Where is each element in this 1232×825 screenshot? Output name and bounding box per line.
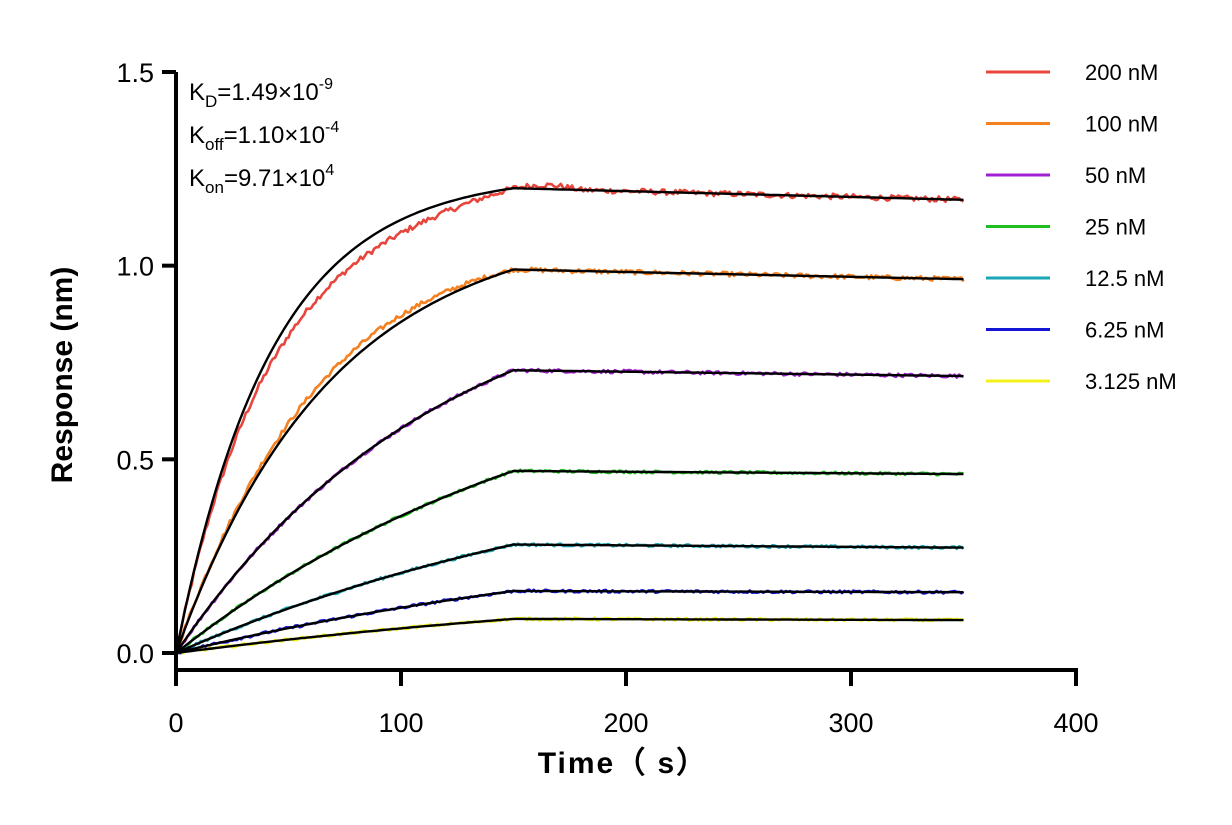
- fit-line: [175, 617, 964, 655]
- kinetic-constant: KD=1.49×10-9: [189, 76, 333, 111]
- kinetic-constant: Kon=9.71×104: [189, 162, 334, 197]
- fit-line: [175, 543, 964, 655]
- y-tick-label: 1.0: [116, 252, 154, 282]
- x-axis-title: Time（ s）: [538, 746, 709, 780]
- legend-label: 100 nM: [1085, 112, 1158, 137]
- fit-line: [175, 469, 964, 654]
- y-tick-label: 0.0: [116, 639, 154, 669]
- x-tick-label: 400: [1053, 708, 1098, 738]
- kinetic-constant: Koff=1.10×10-4: [189, 119, 339, 154]
- legend-label: 50 nM: [1085, 163, 1146, 188]
- legend-label: 3.125 nM: [1085, 369, 1177, 394]
- legend-label: 6.25 nM: [1085, 318, 1165, 343]
- y-tick-label: 1.5: [116, 58, 154, 88]
- series-layer: [174, 182, 965, 655]
- fit-line: [174, 268, 964, 654]
- x-tick-label: 0: [168, 708, 183, 738]
- x-tick-label: 100: [378, 708, 423, 738]
- x-tick-label: 300: [828, 708, 873, 738]
- y-tick-label: 0.5: [116, 445, 154, 475]
- annotation-block: KD=1.49×10-9 Koff=1.10×10-4 Kon=9.71×104: [189, 76, 339, 197]
- ticks-layer: 0.0 0.5 1.0 1.5 0 100 200 300 400: [116, 58, 1098, 738]
- y-axis-title: Response (nm): [46, 267, 79, 484]
- series-line: [175, 542, 965, 655]
- fit-line: [175, 589, 964, 655]
- fit-layer: [174, 186, 964, 655]
- legend: 200 nM 100 nM 50 nM 25 nM 12.5 nM 6.25 nM 3.12…: [986, 60, 1177, 394]
- x-tick-label: 200: [603, 708, 648, 738]
- legend-label: 25 nM: [1085, 215, 1146, 240]
- series-line: [176, 616, 965, 655]
- fit-line: [174, 186, 964, 654]
- legend-label: 12.5 nM: [1085, 266, 1165, 291]
- legend-label: 200 nM: [1085, 60, 1158, 85]
- fit-line: [175, 368, 964, 654]
